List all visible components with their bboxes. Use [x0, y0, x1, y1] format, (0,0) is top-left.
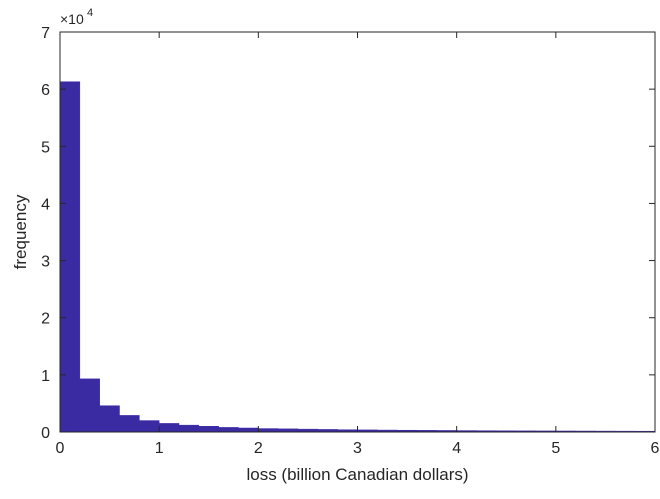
- y-tick-label: 1: [41, 368, 50, 385]
- histogram-bar: [79, 378, 100, 433]
- histogram-bar: [59, 81, 81, 433]
- histogram-bar: [198, 426, 219, 433]
- x-tick-label: 3: [353, 440, 362, 457]
- y-tick-label: 7: [41, 25, 50, 42]
- y-tick-label: 2: [41, 311, 50, 328]
- y-tick-label: 0: [41, 425, 50, 442]
- histogram-bar: [119, 415, 140, 433]
- histogram-bar: [99, 405, 120, 433]
- y-axis-label: frequency: [11, 194, 30, 269]
- y-tick-label: 4: [41, 196, 50, 213]
- x-tick-label: 0: [56, 440, 65, 457]
- x-axis-label: loss (billion Canadian dollars): [246, 465, 468, 484]
- bars-layer: [59, 81, 656, 433]
- x-tick-label: 2: [254, 440, 263, 457]
- histogram-bar: [218, 427, 239, 433]
- y-tick-label: 3: [41, 254, 50, 271]
- x-tick-label: 5: [551, 440, 560, 457]
- ticks-layer: 0 1 2 3 4 5 6 0 1 2 3 4 5 6 7: [41, 25, 659, 457]
- histogram-bar: [178, 424, 200, 433]
- x-tick-label: 4: [452, 440, 461, 457]
- histogram-bar: [139, 420, 160, 433]
- plot-frame: [59, 31, 656, 433]
- y-tick-label: 5: [41, 139, 50, 156]
- histogram-bar: [258, 428, 279, 433]
- y-tick-label: 6: [41, 82, 50, 99]
- histogram-bar: [158, 423, 180, 433]
- x-tick-label: 6: [651, 440, 660, 457]
- histogram-bar: [238, 427, 259, 433]
- x-tick-label: 1: [155, 440, 164, 457]
- y-axis-exponent-base: ×10: [60, 11, 84, 27]
- y-axis-exponent-power: 4: [87, 7, 93, 19]
